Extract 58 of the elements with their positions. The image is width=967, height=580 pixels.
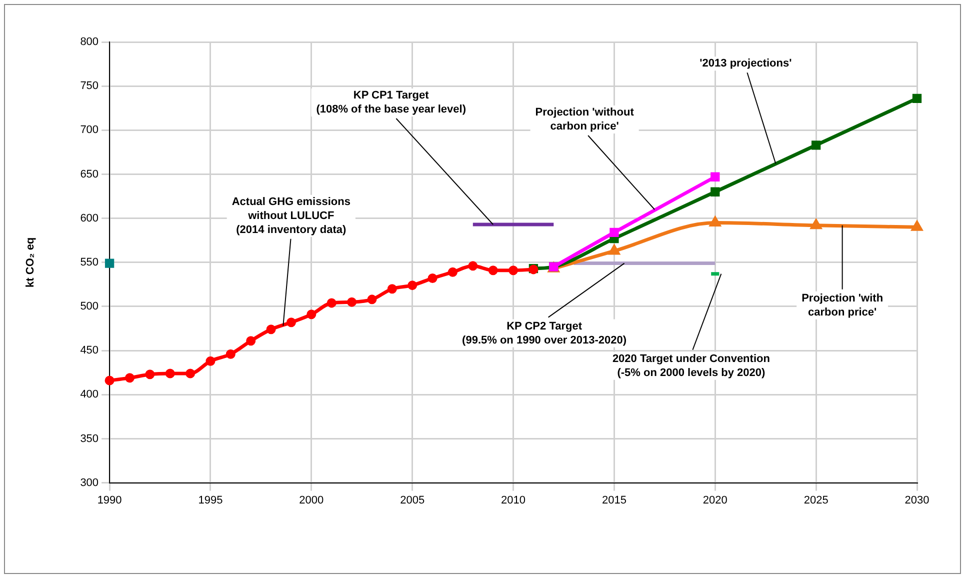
y-tick-label: 650 (80, 168, 99, 180)
point (165, 368, 175, 378)
y-tick-label: 400 (80, 388, 99, 401)
point (811, 140, 821, 150)
y-tick-label: 350 (80, 432, 99, 445)
point (710, 216, 720, 226)
point (912, 221, 922, 231)
point (266, 324, 276, 334)
y-tick-label: 550 (80, 256, 99, 268)
point (246, 336, 256, 346)
x-tick-label: 2005 (400, 494, 425, 506)
point (124, 373, 134, 383)
x-tick-label: 1990 (97, 494, 122, 506)
point (104, 258, 114, 268)
x-tick-label: 2015 (602, 494, 626, 506)
y-tick-label: 800 (80, 36, 99, 48)
point (387, 284, 397, 294)
point (226, 349, 236, 359)
point (408, 280, 418, 290)
x-tick-label: 2000 (299, 494, 324, 506)
y-tick-label: 600 (80, 212, 99, 224)
y-axis-title: kt CO₂ eq (24, 237, 37, 288)
point (468, 261, 478, 271)
point (508, 266, 518, 276)
x-tick-label: 1995 (198, 494, 223, 506)
x-tick-label: 2025 (804, 494, 828, 506)
annotation: '2013 projections' (700, 58, 792, 70)
x-tick-label: 2030 (904, 494, 930, 506)
point (610, 228, 619, 238)
point (710, 187, 720, 196)
x-tick-label: 2020 (702, 494, 728, 506)
point (347, 297, 357, 307)
point (608, 245, 620, 255)
annotation: Projection 'with carbon price' (802, 292, 884, 318)
x-tick-label: 2010 (501, 494, 526, 506)
point (912, 94, 922, 103)
y-tick-label: 300 (80, 476, 99, 489)
point (206, 356, 216, 366)
point (428, 274, 438, 284)
annotation: KP CP2 Target (99.5% on 1990 over 2013-2020) (462, 320, 627, 346)
point (710, 172, 720, 182)
point (286, 318, 296, 328)
annotation: Actual GHG emissions without LULUCF (2014 inventory data) (232, 196, 350, 236)
y-tick-label: 500 (80, 300, 99, 313)
y-tick-label: 450 (80, 344, 99, 357)
point (306, 310, 316, 320)
point (448, 267, 458, 277)
point (326, 298, 336, 308)
point (488, 266, 498, 276)
annotation: KP CP1 Target (108% of the base year level) (316, 90, 466, 116)
point (186, 368, 196, 378)
point (145, 370, 155, 380)
point (104, 376, 114, 386)
y-tick-label: 750 (80, 80, 99, 92)
annotation: Projection 'without carbon price' (535, 106, 634, 133)
annotation: 2020 Target under Convention (-5% on 2000 levels by 2020) (612, 352, 770, 379)
y-tick-label: 700 (80, 124, 99, 136)
point (367, 294, 377, 304)
